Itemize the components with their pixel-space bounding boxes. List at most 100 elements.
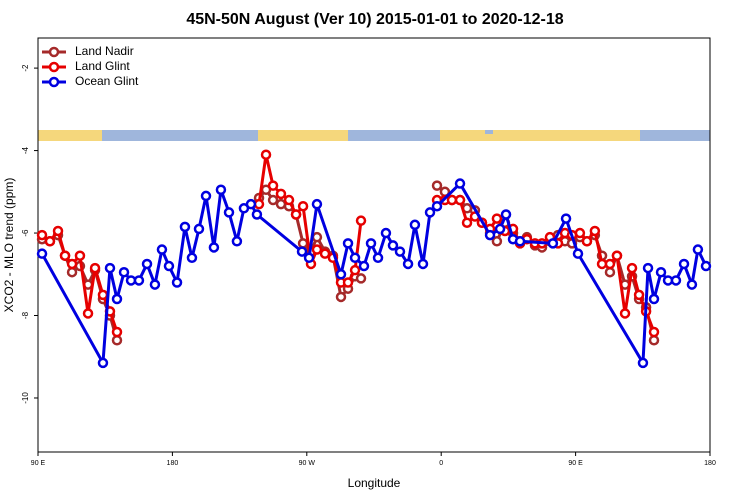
data-point: [133, 275, 145, 286]
data-point: [335, 291, 347, 303]
data-point: [637, 357, 649, 369]
x-tick-label: 0: [439, 460, 443, 467]
data-point: [245, 198, 257, 210]
data-point: [74, 250, 86, 261]
data-point: [223, 207, 235, 218]
y-tick-label: -10: [21, 392, 30, 404]
data-point: [59, 250, 71, 261]
data-point: [296, 246, 308, 257]
data-point: [342, 238, 354, 249]
data-point: [44, 236, 56, 247]
data-point: [380, 227, 392, 239]
data-point: [686, 279, 698, 290]
data-point: [626, 262, 638, 274]
data-point: [82, 308, 94, 319]
data-point: [66, 266, 78, 278]
x-axis-label: Longitude: [348, 476, 401, 490]
data-point: [66, 258, 78, 270]
data-point: [156, 244, 168, 255]
data-point: [290, 209, 302, 220]
data-point: [424, 207, 436, 218]
data-point: [253, 198, 265, 210]
data-point: [186, 252, 198, 264]
data-point: [358, 260, 370, 272]
data-point: [104, 262, 116, 274]
data-point: [149, 279, 161, 290]
series: [36, 180, 660, 346]
legend-marker: [48, 61, 60, 73]
data-point: [454, 178, 466, 189]
data-point: [514, 236, 526, 247]
data-point: [193, 223, 205, 235]
data-point: [431, 200, 443, 212]
plot-frame: [37, 37, 711, 453]
data-point: [484, 229, 496, 241]
data-point: [118, 266, 130, 278]
data-point: [36, 229, 48, 241]
data-point: [311, 244, 323, 255]
data-point: [311, 198, 323, 210]
data-point: [275, 188, 287, 200]
data-point: [642, 262, 654, 274]
land-mask-strip: [38, 130, 710, 141]
x-tick-label: 90 W: [299, 460, 316, 467]
data-point: [267, 180, 279, 191]
data-point: [394, 246, 406, 257]
data-point: [171, 277, 183, 288]
x-tick-label: 90 E: [568, 460, 583, 467]
data-point: [141, 258, 153, 270]
data-point: [678, 258, 690, 270]
data-point: [297, 238, 309, 249]
legend-marker: [48, 46, 60, 58]
x-tick-label: 180: [704, 460, 716, 467]
data-point: [431, 180, 443, 191]
data-point: [402, 258, 414, 270]
data-point: [547, 238, 559, 249]
data-point: [251, 209, 263, 220]
data-point: [372, 252, 384, 264]
x-tick-label: 90 E: [31, 460, 46, 467]
data-point: [692, 244, 704, 255]
data-point: [581, 236, 593, 247]
data-point: [179, 221, 191, 233]
data-point: [387, 240, 399, 251]
legend-label: Land Nadir: [75, 44, 134, 58]
data-point: [491, 213, 503, 224]
data-point: [200, 190, 212, 202]
legend-label: Land Glint: [75, 59, 130, 73]
data-point: [700, 260, 712, 272]
series: [36, 178, 712, 369]
data-point: [604, 258, 616, 270]
y-tick-label: -2: [21, 64, 30, 72]
y-tick-label: -6: [21, 229, 30, 237]
data-point: [275, 198, 287, 210]
data-point: [319, 248, 331, 259]
data-point: [461, 217, 473, 228]
data-point: [670, 275, 682, 286]
data-point: [111, 335, 123, 346]
y-axis-label: XCO2 - MLO trend (ppm): [2, 178, 16, 313]
data-point: [611, 250, 623, 261]
data-point: [89, 262, 101, 274]
data-point: [589, 225, 601, 237]
data-point: [231, 236, 243, 247]
x-tick-label: 180: [167, 460, 179, 467]
data-point: [417, 258, 429, 270]
data-point: [454, 194, 466, 206]
data-point: [604, 266, 616, 278]
data-point: [97, 357, 109, 369]
data-point: [215, 184, 227, 195]
chart-title: 45N-50N August (Ver 10) 2015-01-01 to 20…: [186, 11, 563, 28]
data-point: [355, 273, 367, 284]
data-point: [446, 194, 458, 206]
data-point: [111, 293, 123, 305]
legend-marker: [48, 76, 60, 88]
data-point: [260, 149, 272, 160]
data-point: [97, 289, 109, 301]
data-point: [491, 236, 503, 247]
data-point: [619, 308, 631, 319]
data-point: [648, 335, 660, 346]
data-point: [52, 225, 64, 237]
data-point: [365, 238, 377, 249]
